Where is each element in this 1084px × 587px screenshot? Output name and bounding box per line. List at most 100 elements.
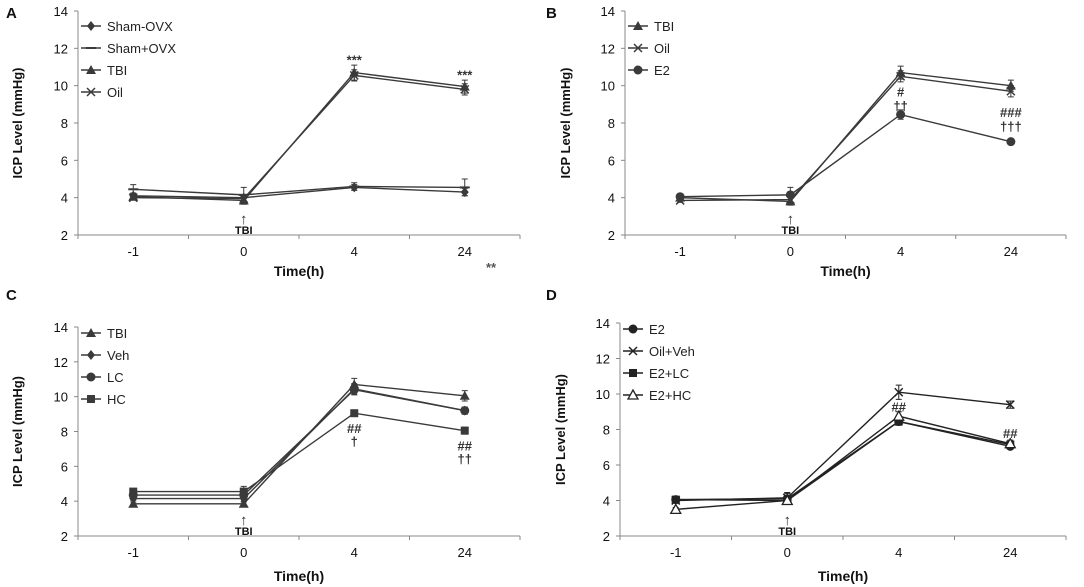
panel-c-data-point xyxy=(459,390,470,400)
panel-a-x-tick-label: 0 xyxy=(240,244,247,259)
panel-c-legend-label: TBI xyxy=(107,326,127,341)
panel-b-label: B xyxy=(546,5,557,22)
panel-c-y-tick-label: 8 xyxy=(61,425,68,440)
panel-d-x-tick-label: -1 xyxy=(670,545,682,560)
panel-c-legend-label: HC xyxy=(107,392,126,407)
panel-a-legend-item: Oil xyxy=(81,85,123,100)
panel-b-y-tick-label: 2 xyxy=(608,228,615,243)
panel-d-y-tick-label: 12 xyxy=(596,352,610,367)
panel-b-y-tick-label: 12 xyxy=(601,41,615,56)
panel-a-legend-marker xyxy=(87,21,95,31)
panel-a-series-0 xyxy=(129,182,469,203)
panel-d-data-point xyxy=(781,494,794,506)
panel-b-significance-mark: ### xyxy=(1000,105,1022,120)
panel-b-series-0 xyxy=(675,65,1016,206)
panel-a-series-line xyxy=(133,74,465,200)
panel-b-significance-mark: # xyxy=(897,84,905,99)
panel-d-data-point xyxy=(894,387,904,397)
panel-a-legend-label: Oil xyxy=(107,85,123,100)
panel-a-data-point xyxy=(460,84,470,94)
panel-b-series-line xyxy=(680,113,1012,198)
panel-c-legend-item: HC xyxy=(81,392,126,407)
panel-d-x-tick-label: 24 xyxy=(1003,545,1017,560)
panel-c-series-2 xyxy=(128,383,470,500)
panel-a-series-2 xyxy=(128,64,470,205)
stray-mark: ** xyxy=(486,260,497,275)
panel-b-y-tick-label: 10 xyxy=(601,79,615,94)
panel-b-x-tick-label: 4 xyxy=(897,244,904,259)
panel-a-legend-label: TBI xyxy=(107,63,127,78)
panel-d-series-1 xyxy=(671,384,1015,506)
panel-b-data-point xyxy=(1006,137,1016,147)
panel-b-legend-label: TBI xyxy=(654,19,674,34)
panel-b-legend-marker xyxy=(633,65,643,75)
panel-d-y-tick-label: 14 xyxy=(596,316,610,331)
panel-b-series-1 xyxy=(675,70,1016,205)
panel-d-y-axis-title: ICP Level (mmHg) xyxy=(553,374,568,485)
panel-c-significance-mark: † xyxy=(351,434,358,449)
panel-c-event-arrow: ↑ xyxy=(240,512,248,529)
panel-d-y-tick-label: 4 xyxy=(603,494,610,509)
panel-c-x-tick-label: 0 xyxy=(240,545,247,560)
panel-c-legend-label: LC xyxy=(107,370,124,385)
panel-c-y-axis-title: ICP Level (mmHg) xyxy=(10,376,25,487)
panel-a-legend-item: Sham-OVX xyxy=(81,19,173,34)
panel-c-legend-marker xyxy=(87,395,95,403)
panel-a-legend-marker xyxy=(86,87,96,97)
panel-c-y-tick-label: 2 xyxy=(61,529,68,544)
panel-d-y-tick-label: 10 xyxy=(596,387,610,402)
panel-a-x-tick-label: -1 xyxy=(127,244,139,259)
panel-c-y-tick-label: 10 xyxy=(54,390,68,405)
panel-a-x-tick-label: 24 xyxy=(458,244,472,259)
panel-d-data-point xyxy=(1005,400,1015,410)
panel-d-legend-marker xyxy=(628,346,638,356)
panel-a-series-line xyxy=(133,186,465,199)
panel-a-event-label: TBI xyxy=(235,225,253,237)
panel-a-x-tick-label: 4 xyxy=(351,244,358,259)
panel-b-x-tick-label: 0 xyxy=(787,244,794,259)
panel-d-data-point xyxy=(894,417,903,426)
panel-c-legend-label: Veh xyxy=(107,348,129,363)
panel-b-series-2 xyxy=(675,109,1016,203)
panel-c-legend-item: TBI xyxy=(81,326,127,341)
panel-b-y-tick-label: 6 xyxy=(608,153,615,168)
panel-c-data-point xyxy=(349,385,359,395)
panel-b-data-point xyxy=(896,71,906,81)
panel-d-series-3 xyxy=(669,409,1017,515)
panel-d-x-tick-label: 4 xyxy=(895,545,902,560)
panel-c-event-label: TBI xyxy=(235,526,253,538)
panel-a-y-tick-label: 8 xyxy=(61,116,68,131)
panel-b-event-label: TBI xyxy=(782,225,800,237)
panel-b-y-tick-label: 14 xyxy=(601,4,615,19)
panel-d-series-2 xyxy=(671,417,1015,505)
panel-d-y-tick-label: 8 xyxy=(603,423,610,438)
panel-b-y-tick-label: 8 xyxy=(608,116,615,131)
panel-b-legend-label: Oil xyxy=(654,41,670,56)
panel-a-y-tick-label: 10 xyxy=(54,79,68,94)
panel-c-x-tick-label: 4 xyxy=(351,545,358,560)
panel-c-x-tick-label: -1 xyxy=(127,545,139,560)
panel-a-significance-mark: *** xyxy=(347,53,363,68)
panel-c-data-point xyxy=(460,406,470,416)
panel-b-legend-marker xyxy=(633,43,643,53)
panel-b-legend-item: TBI xyxy=(628,19,674,34)
panel-d-y-tick-label: 6 xyxy=(603,458,610,473)
panel-d-data-point xyxy=(1004,437,1017,449)
panel-b-legend-item: Oil xyxy=(628,41,670,56)
panel-a-y-axis-title: ICP Level (mmHg) xyxy=(10,67,25,178)
panel-d-series-line xyxy=(675,415,1011,511)
panel-b-x-axis-title: Time(h) xyxy=(820,263,870,279)
panel-c-data-point xyxy=(129,487,138,496)
panel-b-event-arrow: ↑ xyxy=(787,211,795,228)
panel-d-data-point xyxy=(669,503,682,515)
panel-c-series-line xyxy=(133,388,465,496)
panel-b-y-tick-label: 4 xyxy=(608,191,615,206)
panel-c-data-point xyxy=(460,426,469,435)
panel-a-series-3 xyxy=(128,69,470,204)
panel-a-series-line xyxy=(133,185,465,196)
panel-d-label: D xyxy=(546,287,557,304)
panel-d-legend-item: E2+LC xyxy=(623,366,689,381)
panel-c-series-line xyxy=(133,412,465,493)
